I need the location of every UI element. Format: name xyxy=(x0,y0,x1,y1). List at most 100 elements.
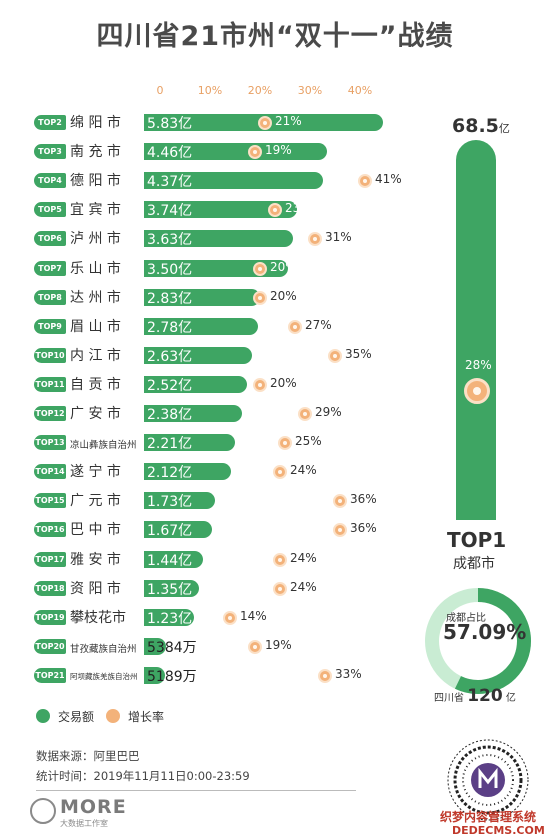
rate-tick-label: 0 xyxy=(156,84,164,97)
amount-bar xyxy=(144,375,248,393)
share-label: 成都占比 xyxy=(446,613,486,624)
chart-row: TOP13 凉山彝族自治州 2.21亿 25% xyxy=(0,430,550,459)
data-source: 数据来源：阿里巴巴 xyxy=(36,749,140,763)
city-label: 内 江 市 xyxy=(70,347,121,364)
watermark-url: DEDECMS.COM xyxy=(452,824,545,837)
amount-bar xyxy=(144,317,258,335)
city-label: 广 元 市 xyxy=(70,493,121,510)
rate-label: 36% xyxy=(350,521,377,536)
rank-badge: TOP17 xyxy=(34,551,66,567)
city-label: 资 阳 市 xyxy=(70,580,121,597)
rate-label: 41% xyxy=(375,172,402,187)
amount-bar xyxy=(144,666,166,684)
city-label: 眉 山 市 xyxy=(70,318,121,335)
chart-row: TOP15 广 元 市 1.73亿 36% xyxy=(0,488,550,517)
rank-badge: TOP7 xyxy=(34,260,66,276)
rate-dot xyxy=(333,523,347,538)
amount-bar xyxy=(144,637,167,655)
amount-bar xyxy=(144,201,298,219)
chart-row: TOP4 德 阳 市 4.37亿 41% xyxy=(0,168,550,197)
rate-label: 24% xyxy=(290,463,317,478)
chart-row: TOP18 资 阳 市 1.35亿 24% xyxy=(0,576,550,605)
rate-label: 20% xyxy=(270,288,297,303)
city-label: 宜 宾 市 xyxy=(70,202,121,219)
watermark: 织梦内容管理系统 xyxy=(440,810,537,824)
chart-row: TOP11 自 贡 市 2.52亿 20% xyxy=(0,372,550,401)
rate-dot xyxy=(318,668,332,683)
top1-rate-label: 28% xyxy=(465,358,492,372)
chart-row: TOP8 达 州 市 2.83亿 20% xyxy=(0,285,550,314)
chart-row: TOP9 眉 山 市 2.78亿 27% xyxy=(0,314,550,343)
amount-label: 3.50亿 xyxy=(147,261,193,278)
rate-label: 14% xyxy=(240,608,267,623)
city-label: 绵 阳 市 xyxy=(70,115,121,131)
amount-label: 4.46亿 xyxy=(147,145,193,162)
rank-badge: TOP14 xyxy=(34,464,66,480)
rate-tick-label: 10% xyxy=(197,84,223,97)
rate-label: 23% xyxy=(285,201,312,216)
rank-badge: TOP15 xyxy=(34,493,66,509)
city-label: 甘孜藏族自治州 xyxy=(70,643,137,655)
amount-bar xyxy=(144,579,200,597)
rate-dot xyxy=(358,174,372,189)
rank-badge: TOP4 xyxy=(34,173,66,189)
rate-label: 36% xyxy=(350,492,377,507)
rate-label: 20% xyxy=(270,375,297,390)
amount-label: 2.12亿 xyxy=(147,465,193,482)
amount-label: 2.52亿 xyxy=(147,377,193,394)
rank-badge: TOP10 xyxy=(34,347,66,363)
rate-dot xyxy=(253,377,267,392)
rate-label: 21% xyxy=(275,114,302,128)
amount-bar xyxy=(144,608,195,626)
logo-mark-icon xyxy=(30,798,56,824)
amount-bar xyxy=(144,521,213,539)
rank-badge: TOP19 xyxy=(34,609,66,625)
rank-badge: TOP8 xyxy=(34,289,66,305)
rate-dot xyxy=(288,319,302,334)
stat-time: 统计时间：2019年11月11日0:00-23:59 xyxy=(36,769,250,783)
city-label: 攀枝花市 xyxy=(70,609,126,626)
rate-dot xyxy=(248,145,262,160)
city-label: 遂 宁 市 xyxy=(70,464,121,481)
rate-dot xyxy=(298,407,312,421)
amount-bar xyxy=(144,172,324,190)
rate-label: 25% xyxy=(295,434,322,449)
rate-dot xyxy=(248,639,262,654)
rank-badge: TOP2 xyxy=(34,115,66,130)
amount-bar xyxy=(144,405,242,422)
rank-badge: TOP21 xyxy=(34,667,66,683)
amount-label: 2.78亿 xyxy=(147,319,193,336)
city-label: 广 安 市 xyxy=(70,406,121,422)
chart-row: TOP7 乐 山 市 3.50亿 20% xyxy=(0,256,550,285)
amount-label: 3.74亿 xyxy=(147,203,193,220)
legend-amount-swatch xyxy=(36,709,50,723)
rank-badge: TOP5 xyxy=(34,202,66,218)
amount-label: 1.73亿 xyxy=(147,494,193,511)
city-label: 德 阳 市 xyxy=(70,173,121,190)
province-total: 四川省 120 亿 xyxy=(434,686,516,706)
city-label: 乐 山 市 xyxy=(70,260,121,277)
rank-badge: TOP13 xyxy=(34,435,66,451)
top1-city: 成都市 xyxy=(453,556,495,572)
city-label: 巴 中 市 xyxy=(70,522,121,539)
rate-tick-label: 20% xyxy=(247,84,273,97)
city-label: 自 贡 市 xyxy=(70,376,121,393)
rate-dot xyxy=(273,581,287,596)
amount-bar xyxy=(144,492,215,510)
amount-bar xyxy=(144,550,204,568)
top1-bar xyxy=(456,140,496,520)
city-label: 泸 州 市 xyxy=(70,231,121,248)
chart-row: TOP5 宜 宾 市 3.74亿 23% xyxy=(0,197,550,226)
amount-label: 2.83亿 xyxy=(147,290,193,307)
city-label: 凉山彝族自治州 xyxy=(70,440,137,452)
rate-dot xyxy=(253,290,267,305)
amount-label: 1.35亿 xyxy=(147,581,193,598)
rate-tick-label: 30% xyxy=(297,84,323,97)
amount-bar xyxy=(144,143,327,161)
city-label: 南 充 市 xyxy=(70,144,121,161)
amount-label: 5189万 xyxy=(147,668,197,685)
rate-dot xyxy=(268,203,282,218)
chart-row: TOP14 遂 宁 市 2.12亿 24% xyxy=(0,459,550,488)
amount-label: 2.63亿 xyxy=(147,348,193,365)
rank-badge: TOP20 xyxy=(34,638,66,654)
